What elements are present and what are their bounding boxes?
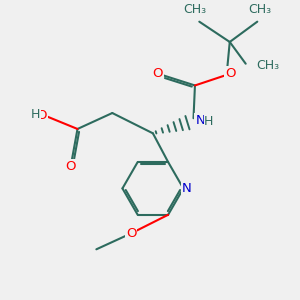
Text: O: O <box>225 68 236 80</box>
Text: N: N <box>182 182 192 195</box>
Text: O: O <box>37 110 47 122</box>
Text: CH₃: CH₃ <box>256 59 279 72</box>
Text: O: O <box>126 227 136 240</box>
Text: H: H <box>204 115 214 128</box>
Text: CH₃: CH₃ <box>183 3 206 16</box>
Text: CH₃: CH₃ <box>249 3 272 16</box>
Text: O: O <box>65 160 76 172</box>
Text: H: H <box>31 108 40 121</box>
Text: O: O <box>153 68 163 80</box>
Text: N: N <box>196 114 205 127</box>
